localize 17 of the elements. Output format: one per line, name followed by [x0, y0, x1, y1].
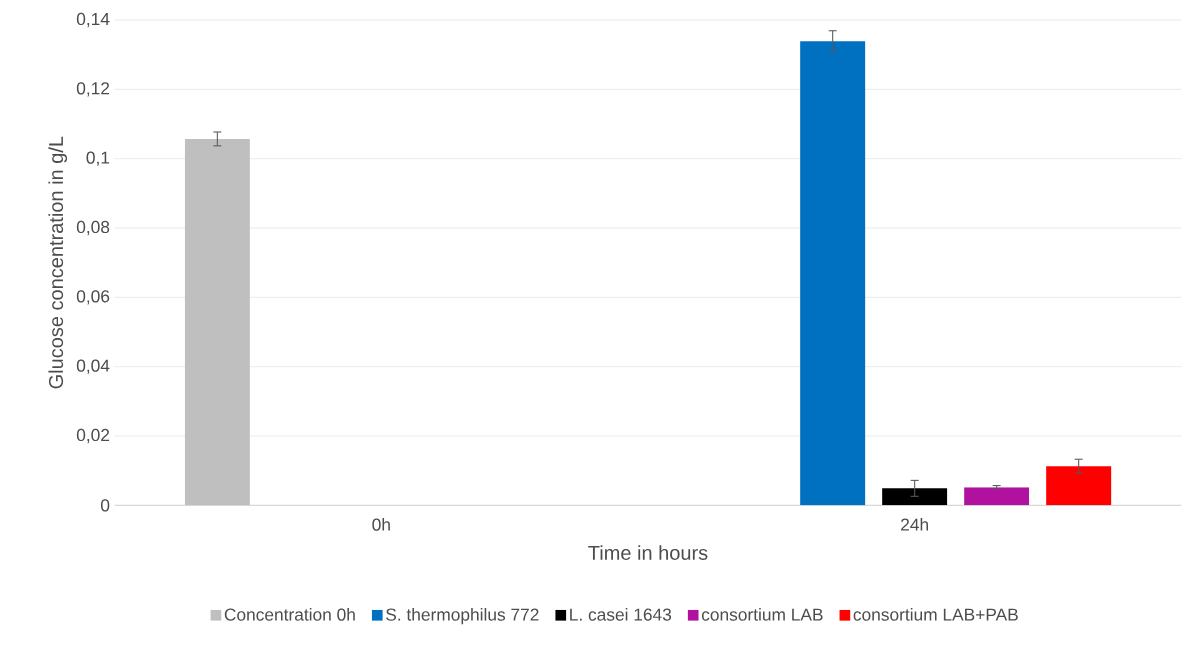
x-axis-title: Time in hours: [588, 545, 708, 560]
x-tick-label: 0h: [372, 518, 390, 531]
y-tick-label: 0,12: [76, 82, 110, 97]
legend-label: L. casei 1643: [570, 607, 672, 621]
legend-label: S. thermophilus 772: [386, 607, 539, 625]
y-tick-label: 0,04: [76, 359, 110, 374]
y-tick-label: 0: [100, 499, 110, 512]
y-tick-label: 0,02: [76, 428, 110, 444]
legend-label: consortium LAB: [701, 607, 823, 621]
legend-label: Concentration 0h: [224, 607, 355, 621]
y-tick-label: 0,06: [76, 290, 110, 305]
y-tick-label: 0,14: [76, 12, 110, 28]
y-tick-label: 0,1: [86, 151, 110, 166]
legend-label: consortium LAB+PAB: [853, 607, 1018, 621]
y-tick-label: 0,08: [76, 220, 110, 236]
y-axis-title: Glucose concentration in g/L: [48, 136, 68, 389]
x-tick-label: 24h: [901, 518, 928, 531]
